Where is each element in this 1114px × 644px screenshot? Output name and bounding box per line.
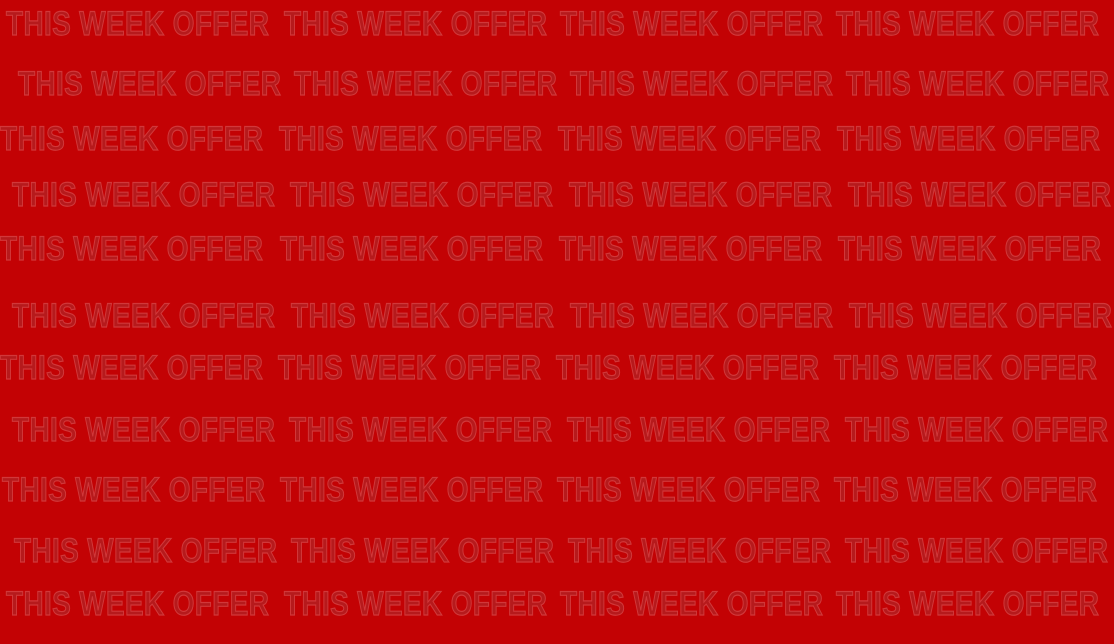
offer-text: THIS WEEK OFFER bbox=[570, 296, 834, 335]
offer-text: THIS WEEK OFFER bbox=[6, 4, 270, 43]
offer-text: THIS WEEK OFFER bbox=[846, 64, 1110, 103]
offer-text: THIS WEEK OFFER bbox=[14, 531, 278, 570]
offer-text: THIS WEEK OFFER bbox=[845, 410, 1109, 449]
offer-text: THIS WEEK OFFER bbox=[284, 584, 548, 623]
offer-text: THIS WEEK OFFER bbox=[0, 229, 264, 268]
offer-row: THIS WEEK OFFER THIS WEEK OFFER THIS WEE… bbox=[0, 580, 1114, 628]
offer-text: THIS WEEK OFFER bbox=[280, 470, 544, 509]
offer-text: THIS WEEK OFFER bbox=[12, 410, 276, 449]
offer-text: THIS WEEK OFFER bbox=[291, 531, 555, 570]
offer-text: THIS WEEK OFFER bbox=[291, 296, 555, 335]
offer-row: THIS WEEK OFFER THIS WEEK OFFER THIS WEE… bbox=[0, 527, 1114, 575]
offer-row: THIS WEEK OFFER THIS WEEK OFFER THIS WEE… bbox=[0, 466, 1114, 514]
offer-text: THIS WEEK OFFER bbox=[284, 4, 548, 43]
offer-text: THIS WEEK OFFER bbox=[568, 531, 832, 570]
offer-text: THIS WEEK OFFER bbox=[278, 348, 542, 387]
offer-text: THIS WEEK OFFER bbox=[834, 470, 1098, 509]
offer-text: THIS WEEK OFFER bbox=[560, 4, 824, 43]
offer-text: THIS WEEK OFFER bbox=[2, 470, 266, 509]
offer-text: THIS WEEK OFFER bbox=[294, 64, 558, 103]
offer-text: THIS WEEK OFFER bbox=[280, 229, 544, 268]
offer-text: THIS WEEK OFFER bbox=[834, 348, 1098, 387]
offer-text: THIS WEEK OFFER bbox=[289, 410, 553, 449]
offer-row: THIS WEEK OFFER THIS WEEK OFFER THIS WEE… bbox=[0, 171, 1114, 219]
offer-text: THIS WEEK OFFER bbox=[845, 531, 1109, 570]
offer-text: THIS WEEK OFFER bbox=[556, 348, 820, 387]
offer-text: THIS WEEK OFFER bbox=[838, 229, 1102, 268]
offer-row: THIS WEEK OFFER THIS WEEK OFFER THIS WEE… bbox=[0, 60, 1114, 108]
offer-text: THIS WEEK OFFER bbox=[559, 229, 823, 268]
offer-row: THIS WEEK OFFER THIS WEEK OFFER THIS WEE… bbox=[0, 225, 1114, 273]
offer-text: THIS WEEK OFFER bbox=[558, 119, 822, 158]
offer-text: THIS WEEK OFFER bbox=[560, 584, 824, 623]
offer-text: THIS WEEK OFFER bbox=[848, 175, 1112, 214]
offer-text: THIS WEEK OFFER bbox=[849, 296, 1113, 335]
offer-text: THIS WEEK OFFER bbox=[557, 470, 821, 509]
offer-text: THIS WEEK OFFER bbox=[0, 348, 264, 387]
offer-text: THIS WEEK OFFER bbox=[279, 119, 543, 158]
offer-text: THIS WEEK OFFER bbox=[12, 296, 276, 335]
offer-text: THIS WEEK OFFER bbox=[836, 4, 1100, 43]
offer-text: THIS WEEK OFFER bbox=[837, 119, 1101, 158]
offer-row: THIS WEEK OFFER THIS WEEK OFFER THIS WEE… bbox=[0, 0, 1114, 48]
offer-row: THIS WEEK OFFER THIS WEEK OFFER THIS WEE… bbox=[0, 292, 1114, 340]
offer-text: THIS WEEK OFFER bbox=[290, 175, 554, 214]
offer-text: THIS WEEK OFFER bbox=[570, 64, 834, 103]
offer-text: THIS WEEK OFFER bbox=[0, 119, 264, 158]
offer-text: THIS WEEK OFFER bbox=[567, 410, 831, 449]
offer-text: THIS WEEK OFFER bbox=[6, 584, 270, 623]
offer-text: THIS WEEK OFFER bbox=[569, 175, 833, 214]
offer-row: THIS WEEK OFFER THIS WEEK OFFER THIS WEE… bbox=[0, 406, 1114, 454]
offer-text: THIS WEEK OFFER bbox=[836, 584, 1100, 623]
offer-row: THIS WEEK OFFER THIS WEEK OFFER THIS WEE… bbox=[0, 115, 1114, 163]
offer-text: THIS WEEK OFFER bbox=[18, 64, 282, 103]
offer-text: THIS WEEK OFFER bbox=[12, 175, 276, 214]
offer-row: THIS WEEK OFFER THIS WEEK OFFER THIS WEE… bbox=[0, 344, 1114, 392]
